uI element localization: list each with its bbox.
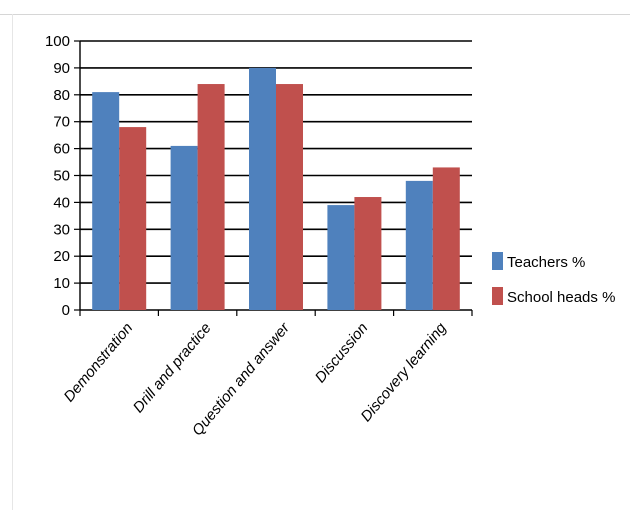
y-tick-label: 30 xyxy=(53,221,70,238)
legend-swatch xyxy=(492,252,503,270)
y-tick-label: 100 xyxy=(45,33,70,50)
bar-school-heads xyxy=(119,127,147,310)
y-tick-label: 50 xyxy=(53,168,70,185)
y-tick-label: 70 xyxy=(53,114,70,131)
bar-teachers xyxy=(249,67,276,311)
bar-school-heads xyxy=(276,84,303,310)
top-divider xyxy=(0,14,630,15)
y-tick-label: 80 xyxy=(53,87,70,104)
bar-teachers xyxy=(405,180,433,310)
bar-teachers xyxy=(92,92,120,310)
x-category-label: Discovery learning xyxy=(358,319,451,425)
legend-label: Teachers % xyxy=(507,254,585,271)
x-category-label: Demonstration xyxy=(61,320,137,406)
y-tick-label: 10 xyxy=(53,275,70,292)
x-category-label: Drill and practice xyxy=(130,320,215,417)
y-tick-label: 0 xyxy=(62,302,70,319)
y-tick-label: 90 xyxy=(53,60,70,77)
y-tick-label: 60 xyxy=(53,141,70,158)
bar-school-heads xyxy=(354,197,382,310)
legend-swatch xyxy=(492,287,503,305)
left-divider xyxy=(12,14,13,510)
y-tick-label: 20 xyxy=(53,248,70,265)
y-tick-label: 40 xyxy=(53,194,70,211)
x-category-label: Discussion xyxy=(312,320,372,386)
bar-teachers xyxy=(170,145,198,310)
bar-school-heads xyxy=(432,167,460,310)
bar-teachers xyxy=(327,205,355,310)
bar-school-heads xyxy=(197,84,225,310)
legend-label: School heads % xyxy=(507,289,615,306)
